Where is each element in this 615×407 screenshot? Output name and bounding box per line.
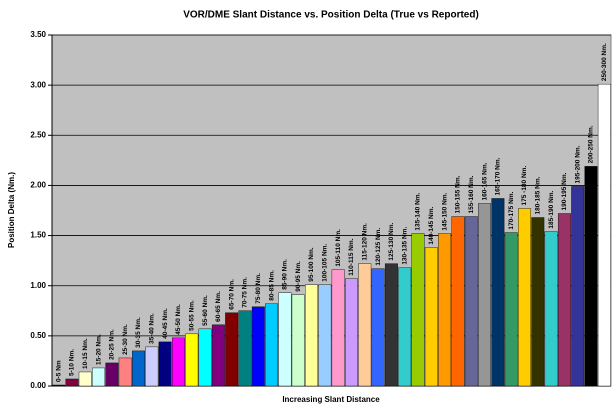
bar-label: 195-200 Nm.: [574, 145, 581, 183]
bar: [384, 263, 398, 387]
bar-label: 55-60 Nm.: [202, 295, 209, 326]
bar-label: 35-40 Nm.: [149, 313, 156, 344]
bar: [265, 303, 279, 387]
bar: [251, 306, 265, 387]
bar: [557, 213, 571, 387]
bar-label: 125-130 Nm.: [388, 223, 395, 261]
bar-label: 95-100 Nm.: [308, 247, 315, 282]
bar-label: 45-50 Nm.: [175, 304, 182, 335]
bar-label: 120-125 Nm.: [375, 228, 382, 266]
bar: [424, 247, 438, 387]
bar-label: 135-140 Nm.: [415, 192, 422, 230]
x-axis-title: Increasing Slant Distance: [282, 395, 380, 404]
bar: [398, 267, 412, 387]
bar-label: 160-165 Nm.: [481, 162, 488, 200]
bar-label: 200-250 Nm.: [588, 125, 595, 163]
bar-label: 30-35 Nm.: [135, 317, 142, 348]
bar-label: 80-85 Nm.: [268, 270, 275, 301]
bar-label: 150-155 Nm.: [455, 175, 462, 213]
bar-label: 115-120 Nm.: [361, 223, 368, 261]
bar: [451, 216, 465, 387]
bar-label: 60-65 Nm.: [215, 291, 222, 322]
bar: [531, 217, 545, 387]
bar: [371, 268, 385, 387]
y-tick-label: 2.00: [30, 181, 46, 190]
bar-label: 90-95 Nm.: [295, 261, 302, 292]
bar-label: 175 -180 Nm.: [521, 166, 528, 206]
bar: [198, 328, 212, 387]
bar-label: 0-5 Nm: [55, 360, 62, 382]
bar-label: 105-110 Nm.: [335, 229, 342, 267]
bar-label: 145-150 Nm.: [441, 192, 448, 230]
bar: [225, 312, 239, 387]
bar-label: 185-190 Nm.: [548, 190, 555, 228]
bar-label: 130-135 Nm.: [401, 227, 408, 265]
bar-label: 20-25 Nm.: [109, 329, 116, 360]
bar-label: 250-300 Nm.: [601, 43, 608, 81]
bar-label: 190-195 Nm.: [561, 172, 568, 210]
bar-label: 70-75 Nm.: [242, 277, 249, 308]
plot-area: [51, 34, 612, 387]
bar-label: 65-70 Nm.: [228, 279, 235, 310]
bar: [278, 292, 292, 387]
bar: [78, 371, 92, 387]
bar: [411, 233, 425, 387]
y-tick-label: 0.00: [30, 381, 46, 390]
bar-label: 165-170 Nm.: [495, 157, 502, 195]
bar: [145, 346, 159, 387]
bar: [118, 357, 132, 387]
bar: [438, 233, 452, 387]
bar-label: 155-160 Nm.: [468, 175, 475, 213]
bar: [211, 324, 225, 387]
bar-label: 40-45 Nm.: [162, 308, 169, 339]
bar-label: 140-145 Nm.: [428, 206, 435, 244]
bar: [238, 310, 252, 387]
bar-label: 15-20 Nm.: [95, 334, 102, 365]
chart-title: VOR/DME Slant Distance vs. Position Delt…: [183, 10, 479, 21]
bar: [105, 362, 119, 387]
y-tick-label: 1.50: [30, 231, 46, 240]
bar: [291, 294, 305, 387]
bar: [158, 341, 172, 387]
bar-label: 5-10 Nm.: [69, 349, 76, 376]
bar: [185, 333, 199, 387]
bar: [504, 232, 518, 387]
bar: [132, 350, 145, 387]
bar: [65, 378, 79, 387]
bar: [345, 278, 358, 387]
bar: [571, 186, 585, 387]
bar: [318, 284, 332, 387]
bar: [305, 284, 318, 387]
bar-label: 110-115 Nm.: [348, 238, 355, 275]
y-tick-label: 3.00: [30, 80, 46, 89]
bar-label: 85-90 Nm.: [282, 259, 289, 290]
bar-label: 170-175 Nm.: [508, 191, 515, 229]
bar: [518, 208, 531, 387]
y-tick-label: 3.50: [30, 30, 46, 39]
bar: [52, 384, 66, 387]
bar: [92, 367, 106, 387]
bar: [478, 203, 492, 387]
y-tick-label: 2.50: [30, 130, 46, 139]
bar-label: 180-185 Nm.: [535, 176, 542, 214]
bar: [544, 231, 558, 387]
bar-label: 75-80 Nm.: [255, 273, 262, 304]
bar: [491, 198, 505, 387]
bar: [358, 263, 372, 387]
bar-label: 100-105 Nm.: [322, 244, 329, 282]
bar: [584, 166, 598, 387]
y-tick-label: 1.00: [30, 281, 46, 290]
bar-label: 50-55 Nm.: [188, 300, 195, 331]
bar: [171, 337, 185, 387]
bar-label: 10-15 Nm.: [82, 338, 89, 369]
bar: [464, 216, 478, 387]
bar-label: 25-30 Nm.: [122, 324, 129, 355]
y-tick-label: 0.50: [30, 331, 46, 340]
bar: [331, 269, 345, 387]
bar: [597, 83, 611, 387]
y-axis-title: Position Delta (Nm.): [7, 172, 16, 248]
